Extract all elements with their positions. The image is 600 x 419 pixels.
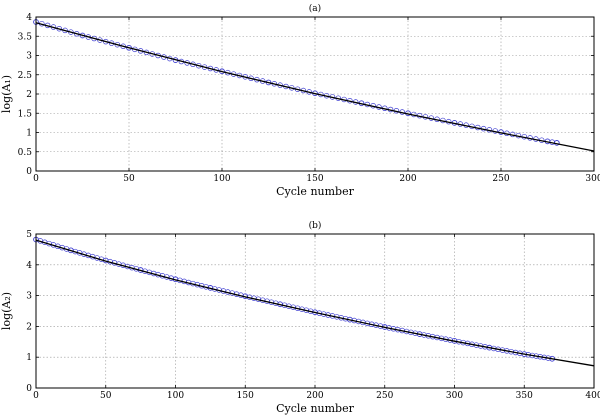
y-tick-label: 3.5 xyxy=(18,32,33,42)
x-tick-label: 150 xyxy=(306,174,323,184)
y-tick-label: 3 xyxy=(26,52,32,62)
x-tick-label: 400 xyxy=(585,391,600,401)
x-tick-label: 200 xyxy=(399,174,416,184)
chart-title: (a) xyxy=(309,3,321,14)
y-tick-label: 0.5 xyxy=(18,148,33,158)
y-tick-label: 2.5 xyxy=(18,71,33,81)
x-tick-label: 50 xyxy=(100,391,112,401)
x-axis-label: Cycle number xyxy=(276,185,354,198)
x-tick-label: 0 xyxy=(33,391,39,401)
x-tick-label: 250 xyxy=(376,391,393,401)
y-tick-label: 2 xyxy=(26,322,32,332)
series-line xyxy=(35,239,595,367)
chart-panel-0: 0 50 100 150 200 250 300 0 0.5 1 1.5 2 2.5 3 3.5 4 (a) Cy… xyxy=(0,3,600,198)
x-tick-label: 100 xyxy=(167,391,184,401)
y-tick-label: 0 xyxy=(26,167,32,177)
x-tick-label: 350 xyxy=(516,391,533,401)
x-tick-label: 200 xyxy=(306,391,323,401)
x-tick-label: 50 xyxy=(123,174,135,184)
y-tick-label: 1 xyxy=(26,353,32,363)
x-tick-label: 300 xyxy=(585,174,600,184)
y-tick-label: 4 xyxy=(26,13,32,23)
y-tick-label: 0 xyxy=(26,384,32,394)
y-axis-label: log(A₂) xyxy=(0,292,13,330)
x-axis-label: Cycle number xyxy=(276,402,354,415)
x-tick-label: 300 xyxy=(446,391,463,401)
y-tick-label: 1 xyxy=(26,129,32,139)
y-tick-label: 3 xyxy=(26,292,32,302)
y-tick-label: 5 xyxy=(26,230,32,240)
y-tick-label: 2 xyxy=(26,90,32,100)
x-tick-label: 100 xyxy=(213,174,230,184)
chart-panel-1: 0 50 100 150 200 250 300 350 400 0 1 2 3 4 5 (b) Cycle n… xyxy=(0,220,600,415)
chart-title: (b) xyxy=(309,220,322,231)
y-axis-label: log(A₁) xyxy=(0,75,13,113)
y-tick-label: 4 xyxy=(26,261,32,271)
x-tick-label: 150 xyxy=(237,391,254,401)
y-tick-label: 1.5 xyxy=(18,109,33,119)
x-tick-label: 250 xyxy=(492,174,509,184)
series-line xyxy=(35,22,595,152)
x-tick-label: 0 xyxy=(33,174,39,184)
